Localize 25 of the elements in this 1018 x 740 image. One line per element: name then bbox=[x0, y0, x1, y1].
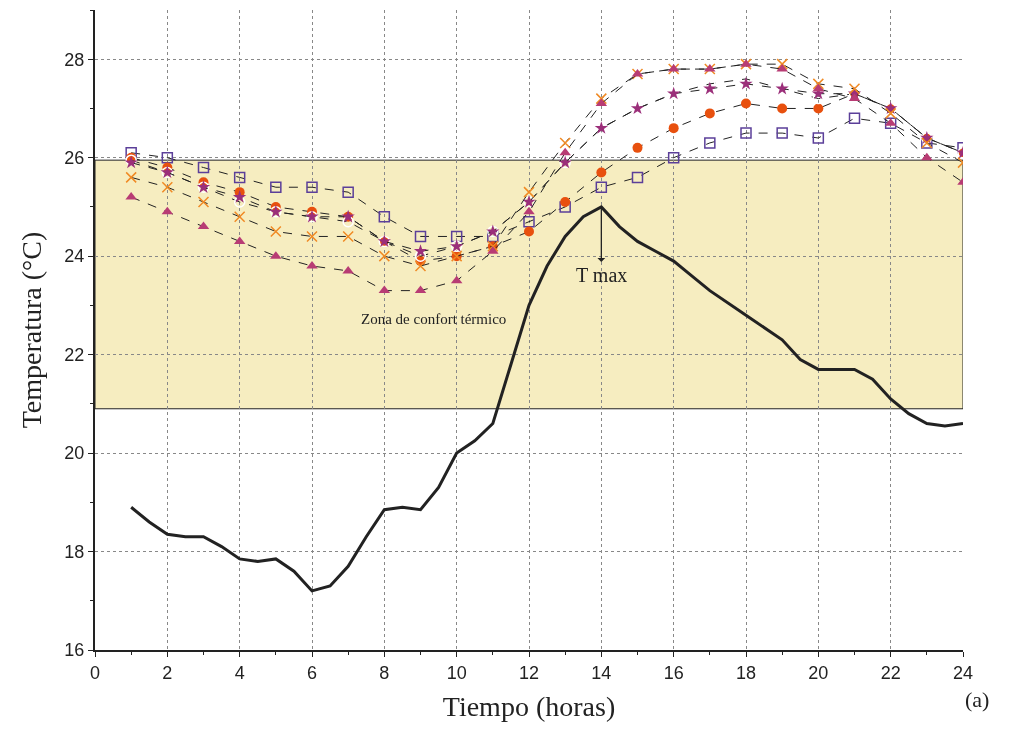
y-axis-title: Temperatura (°C) bbox=[15, 231, 47, 429]
x-tick-label: 4 bbox=[234, 662, 245, 683]
y-tick-label: 24 bbox=[64, 246, 85, 267]
x-tick-label: 18 bbox=[735, 662, 757, 683]
x-tick-label: 24 bbox=[952, 662, 974, 683]
x-tick-label: 2 bbox=[162, 662, 173, 683]
y-tick-label: 16 bbox=[64, 640, 85, 661]
x-tick-label: 22 bbox=[880, 662, 901, 683]
x-axis-title: Tiempo (horas) bbox=[442, 691, 616, 723]
y-tick-label: 28 bbox=[64, 49, 85, 70]
text: (a) bbox=[965, 687, 990, 712]
y-tick-label: 22 bbox=[64, 344, 85, 365]
x-tick-label: 14 bbox=[591, 662, 612, 683]
band-label: Zona de confort térmico bbox=[361, 311, 507, 327]
x-tick-label: 12 bbox=[518, 662, 540, 683]
x-tick-label: 20 bbox=[808, 662, 829, 683]
y-tick-label: 26 bbox=[64, 147, 85, 168]
x-tick-label: 0 bbox=[89, 662, 101, 683]
x-tick-label: 10 bbox=[446, 662, 467, 683]
x-tick-label: 16 bbox=[663, 662, 684, 683]
x-tick-label: 8 bbox=[379, 662, 390, 683]
x-tick-label: 6 bbox=[306, 662, 318, 683]
y-tick-label: 20 bbox=[64, 443, 85, 464]
y-tick-label: 18 bbox=[64, 541, 85, 562]
annotation: T max bbox=[576, 264, 628, 286]
